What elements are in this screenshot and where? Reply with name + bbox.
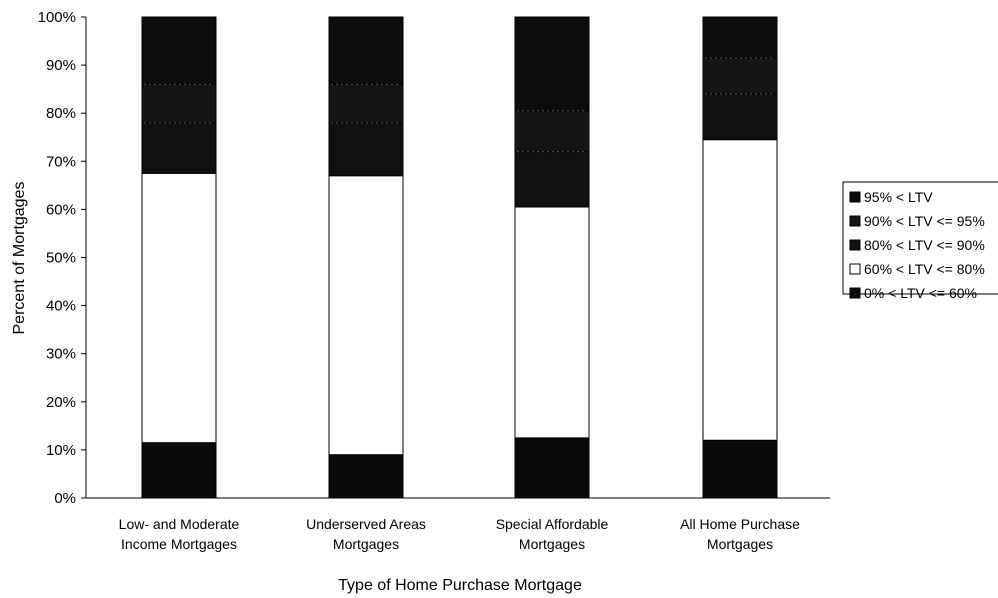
legend: 95% < LTV 90% < LTV <= 95% 80% < LTV <= 90…	[842, 181, 998, 301]
legend-swatch	[849, 263, 861, 275]
bar-segment	[702, 16, 778, 59]
bar-segment	[141, 16, 217, 85]
category-label-line: Mortgages	[707, 536, 773, 552]
bar-segment	[328, 454, 404, 499]
bar-segment	[514, 437, 590, 499]
bar-stack	[141, 16, 217, 499]
legend-item: 90% < LTV <= 95%	[849, 213, 985, 229]
bar-segment	[141, 83, 217, 124]
category-label-line: Income Mortgages	[121, 536, 237, 552]
legend-item: 95% < LTV	[849, 189, 933, 205]
y-tick-label: 100%	[38, 9, 76, 26]
legend-swatch	[849, 215, 861, 227]
bar-segment	[702, 93, 778, 141]
legend-item: 60% < LTV <= 80%	[849, 261, 985, 277]
bar-stack	[514, 16, 590, 499]
legend-swatch	[849, 287, 861, 299]
bar-segment	[141, 122, 217, 174]
legend-item: 80% < LTV <= 90%	[849, 237, 985, 253]
category-labels: Low- and Moderate Income Mortgages Underse…	[119, 516, 800, 552]
category-label: Special Affordable Mortgages	[496, 516, 609, 552]
x-axis-title: Type of Home Purchase Mortgage	[338, 577, 582, 594]
legend-swatch	[849, 191, 861, 203]
y-axis-title: Percent of Mortgages	[11, 182, 28, 335]
category-label: Underserved Areas Mortgages	[306, 516, 426, 552]
category-label-line: Mortgages	[333, 536, 399, 552]
bar-segment	[702, 439, 778, 499]
category-label-line: Mortgages	[519, 536, 585, 552]
legend-label: 80% < LTV <= 90%	[864, 237, 985, 253]
y-tick-label: 40%	[46, 298, 76, 315]
y-tick-label: 50%	[46, 250, 76, 267]
y-axis: 0% 10% 20% 30% 40% 50% 60% 70% 80% 90% 100%	[38, 9, 87, 507]
y-tick-label: 80%	[46, 105, 76, 122]
y-tick-label: 20%	[46, 394, 76, 411]
y-tick-label: 70%	[46, 153, 76, 170]
bar-segment	[328, 122, 404, 177]
y-tick-label: 60%	[46, 201, 76, 218]
y-tick-label: 30%	[46, 346, 76, 363]
bar-segment	[141, 442, 217, 499]
bar-segment	[328, 16, 404, 85]
bar-segment	[514, 16, 590, 112]
bar-stack	[702, 16, 778, 499]
y-tick-label: 10%	[46, 442, 76, 459]
category-label: All Home Purchase Mortgages	[680, 516, 800, 552]
legend-item: 0% < LTV <= 60%	[849, 285, 977, 301]
bar-segment	[702, 57, 778, 95]
bar-stack	[328, 16, 404, 499]
category-label-line: All Home Purchase	[680, 516, 800, 532]
category-label-line: Special Affordable	[496, 516, 609, 532]
category-label: Low- and Moderate Income Mortgages	[119, 516, 240, 552]
bars	[141, 16, 778, 499]
legend-label: 90% < LTV <= 95%	[864, 213, 985, 229]
legend-label: 0% < LTV <= 60%	[864, 285, 977, 301]
legend-label: 60% < LTV <= 80%	[864, 261, 985, 277]
bar-segment	[514, 206, 590, 439]
legend-box	[842, 181, 998, 295]
legend-label: 95% < LTV	[864, 189, 933, 205]
category-label-line: Underserved Areas	[306, 516, 426, 532]
y-tick-label: 90%	[46, 57, 76, 74]
bar-segment	[514, 110, 590, 153]
bar-segment	[514, 151, 590, 208]
y-tick-label: 0%	[54, 490, 76, 507]
category-label-line: Low- and Moderate	[119, 516, 240, 532]
bar-segment	[328, 175, 404, 456]
legend-swatch	[849, 239, 861, 251]
bar-segment	[328, 83, 404, 124]
bar-segment	[702, 139, 778, 441]
bar-segment	[141, 172, 217, 444]
